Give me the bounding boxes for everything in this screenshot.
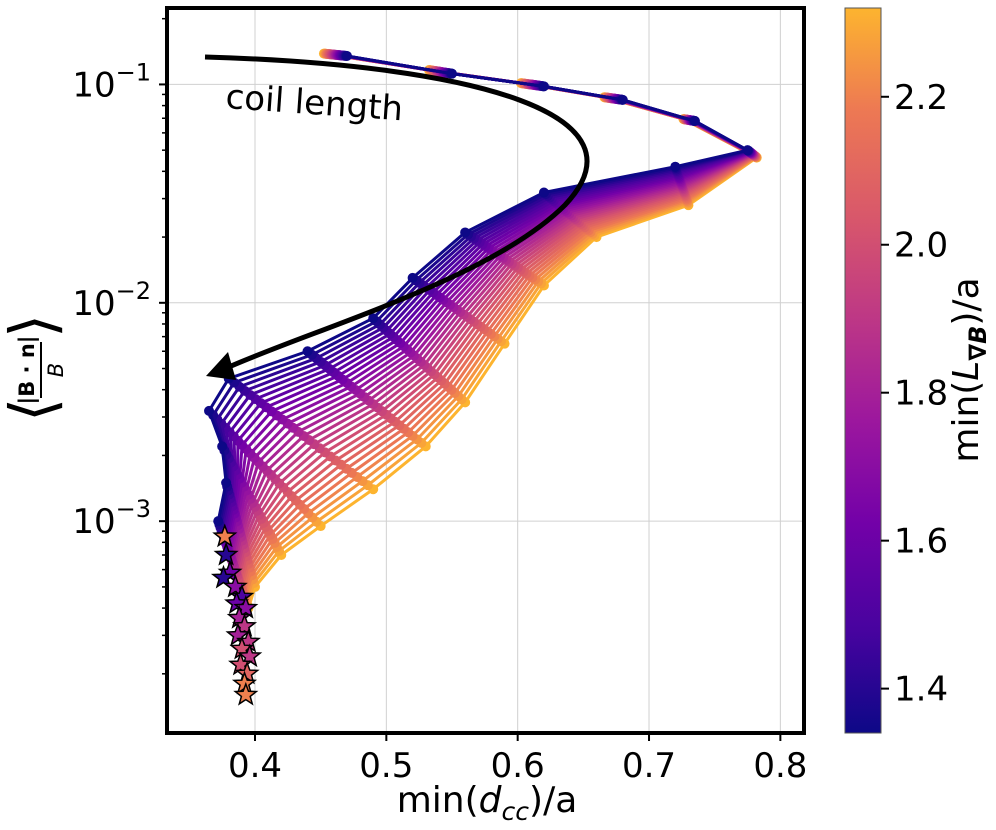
svg-text:⟨: ⟨ — [0, 398, 69, 422]
series-point — [368, 313, 379, 324]
x-axis-ticks: 0.4 0.5 0.6 0.7 0.8 — [228, 733, 807, 786]
star-marker — [212, 523, 238, 548]
y-tick-label: 10−3 — [72, 495, 151, 542]
series-path — [219, 54, 751, 532]
series-point — [460, 227, 471, 238]
x-tick-label: 0.8 — [753, 746, 807, 786]
svg-text:B: B — [44, 363, 68, 377]
star-marker — [210, 564, 236, 589]
colorbar-tick-label: 2.0 — [894, 226, 948, 266]
y-tick-label: 10−2 — [72, 277, 151, 324]
svg-text:|B · n|: |B · n| — [15, 336, 40, 405]
star-markers — [210, 523, 263, 706]
coil-length-arrow — [204, 54, 590, 373]
series-line — [222, 50, 756, 552]
series-path — [207, 54, 750, 522]
series-point — [302, 346, 313, 357]
star-marker — [233, 681, 259, 706]
x-axis-label: min(dcc)/a — [397, 780, 578, 826]
star-marker — [231, 613, 258, 637]
series-line — [236, 49, 760, 594]
colorbar-label: min(L∇B)/a — [946, 277, 992, 462]
series-line — [216, 50, 754, 536]
series-path — [227, 53, 753, 554]
series-point — [670, 161, 681, 172]
series-point — [217, 441, 228, 452]
grid — [167, 8, 804, 733]
series-point — [538, 81, 549, 92]
series-point — [204, 405, 215, 416]
series-point — [341, 50, 352, 61]
colorbar-tick-label: 2.2 — [894, 78, 948, 118]
colorbar-tick-label: 1.8 — [894, 374, 948, 414]
star-marker — [233, 594, 259, 619]
series-line — [218, 50, 755, 543]
series-point — [617, 94, 628, 105]
y-tick-label: 10−1 — [72, 58, 151, 105]
colorbar-tick-label: 1.4 — [894, 670, 948, 710]
star-marker — [225, 622, 251, 647]
star-marker — [222, 573, 248, 598]
series-point — [407, 272, 418, 283]
y-axis-ticks: 10−1 10−2 10−3 — [72, 17, 167, 675]
y-axis-label: ⟨ |B · n| B ⟩ — [0, 314, 69, 422]
series-point — [221, 477, 232, 488]
series-line — [224, 50, 756, 559]
series-path — [242, 52, 757, 596]
series-point — [689, 116, 700, 127]
series-path — [225, 53, 752, 548]
x-tick-label: 0.4 — [228, 746, 282, 786]
x-tick-label: 0.6 — [491, 746, 545, 786]
star-marker — [228, 651, 254, 676]
coil-length-arrowhead — [206, 352, 236, 380]
series-point — [538, 187, 549, 198]
colorbar — [844, 7, 882, 734]
svg-text:⟩: ⟩ — [0, 314, 69, 338]
series-line — [204, 50, 753, 527]
series-path — [240, 52, 757, 590]
series-point — [213, 516, 224, 527]
series-point — [742, 145, 753, 156]
x-tick-label: 0.7 — [622, 746, 676, 786]
colorbar-tick-label: 1.6 — [894, 522, 948, 562]
colorbar-ticks: 1.4 1.6 1.8 2.0 2.2 — [881, 78, 948, 710]
star-marker — [213, 541, 239, 566]
series-group — [204, 48, 762, 614]
x-tick-label: 0.5 — [359, 746, 413, 786]
plot-frame — [165, 6, 806, 735]
series-point — [447, 68, 458, 79]
series-path — [231, 53, 754, 564]
